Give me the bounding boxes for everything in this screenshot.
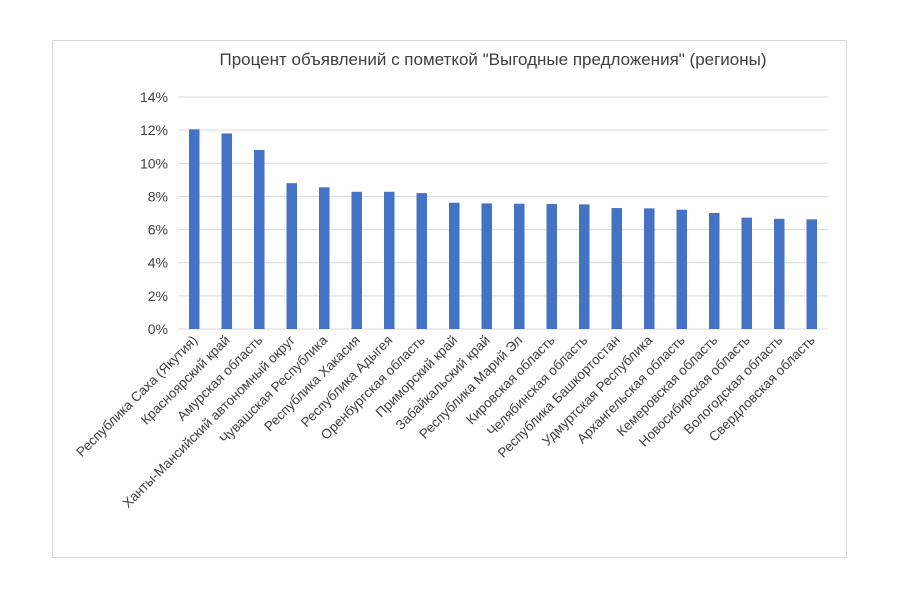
bar (254, 150, 265, 329)
bar (644, 208, 655, 329)
bar (319, 187, 330, 329)
bar (384, 191, 395, 329)
bar (416, 193, 427, 329)
bar (481, 203, 492, 329)
bar (351, 191, 362, 329)
y-tick-label: 8% (148, 188, 168, 204)
y-tick-label: 10% (140, 155, 168, 171)
bar (806, 219, 817, 329)
bar (579, 204, 590, 329)
y-tick-label: 0% (148, 321, 168, 337)
y-tick-label: 2% (148, 288, 168, 304)
chart-title: Процент объявлений с пометкой "Выгодные … (219, 50, 766, 69)
bar (611, 208, 622, 329)
bar (189, 129, 200, 329)
y-tick-label: 14% (140, 89, 168, 105)
chart-frame: Процент объявлений с пометкой "Выгодные … (52, 40, 847, 558)
bar (676, 209, 687, 329)
y-tick-label: 4% (148, 255, 168, 271)
bar (286, 183, 297, 329)
bar (774, 218, 785, 329)
bar (514, 203, 525, 329)
bar (546, 204, 557, 329)
bar (709, 213, 720, 329)
y-tick-label: 12% (140, 122, 168, 138)
bar (221, 133, 232, 329)
bar-chart: Процент объявлений с пометкой "Выгодные … (73, 50, 828, 511)
y-tick-label: 6% (148, 222, 168, 238)
bar (741, 217, 752, 329)
bar (449, 202, 460, 329)
